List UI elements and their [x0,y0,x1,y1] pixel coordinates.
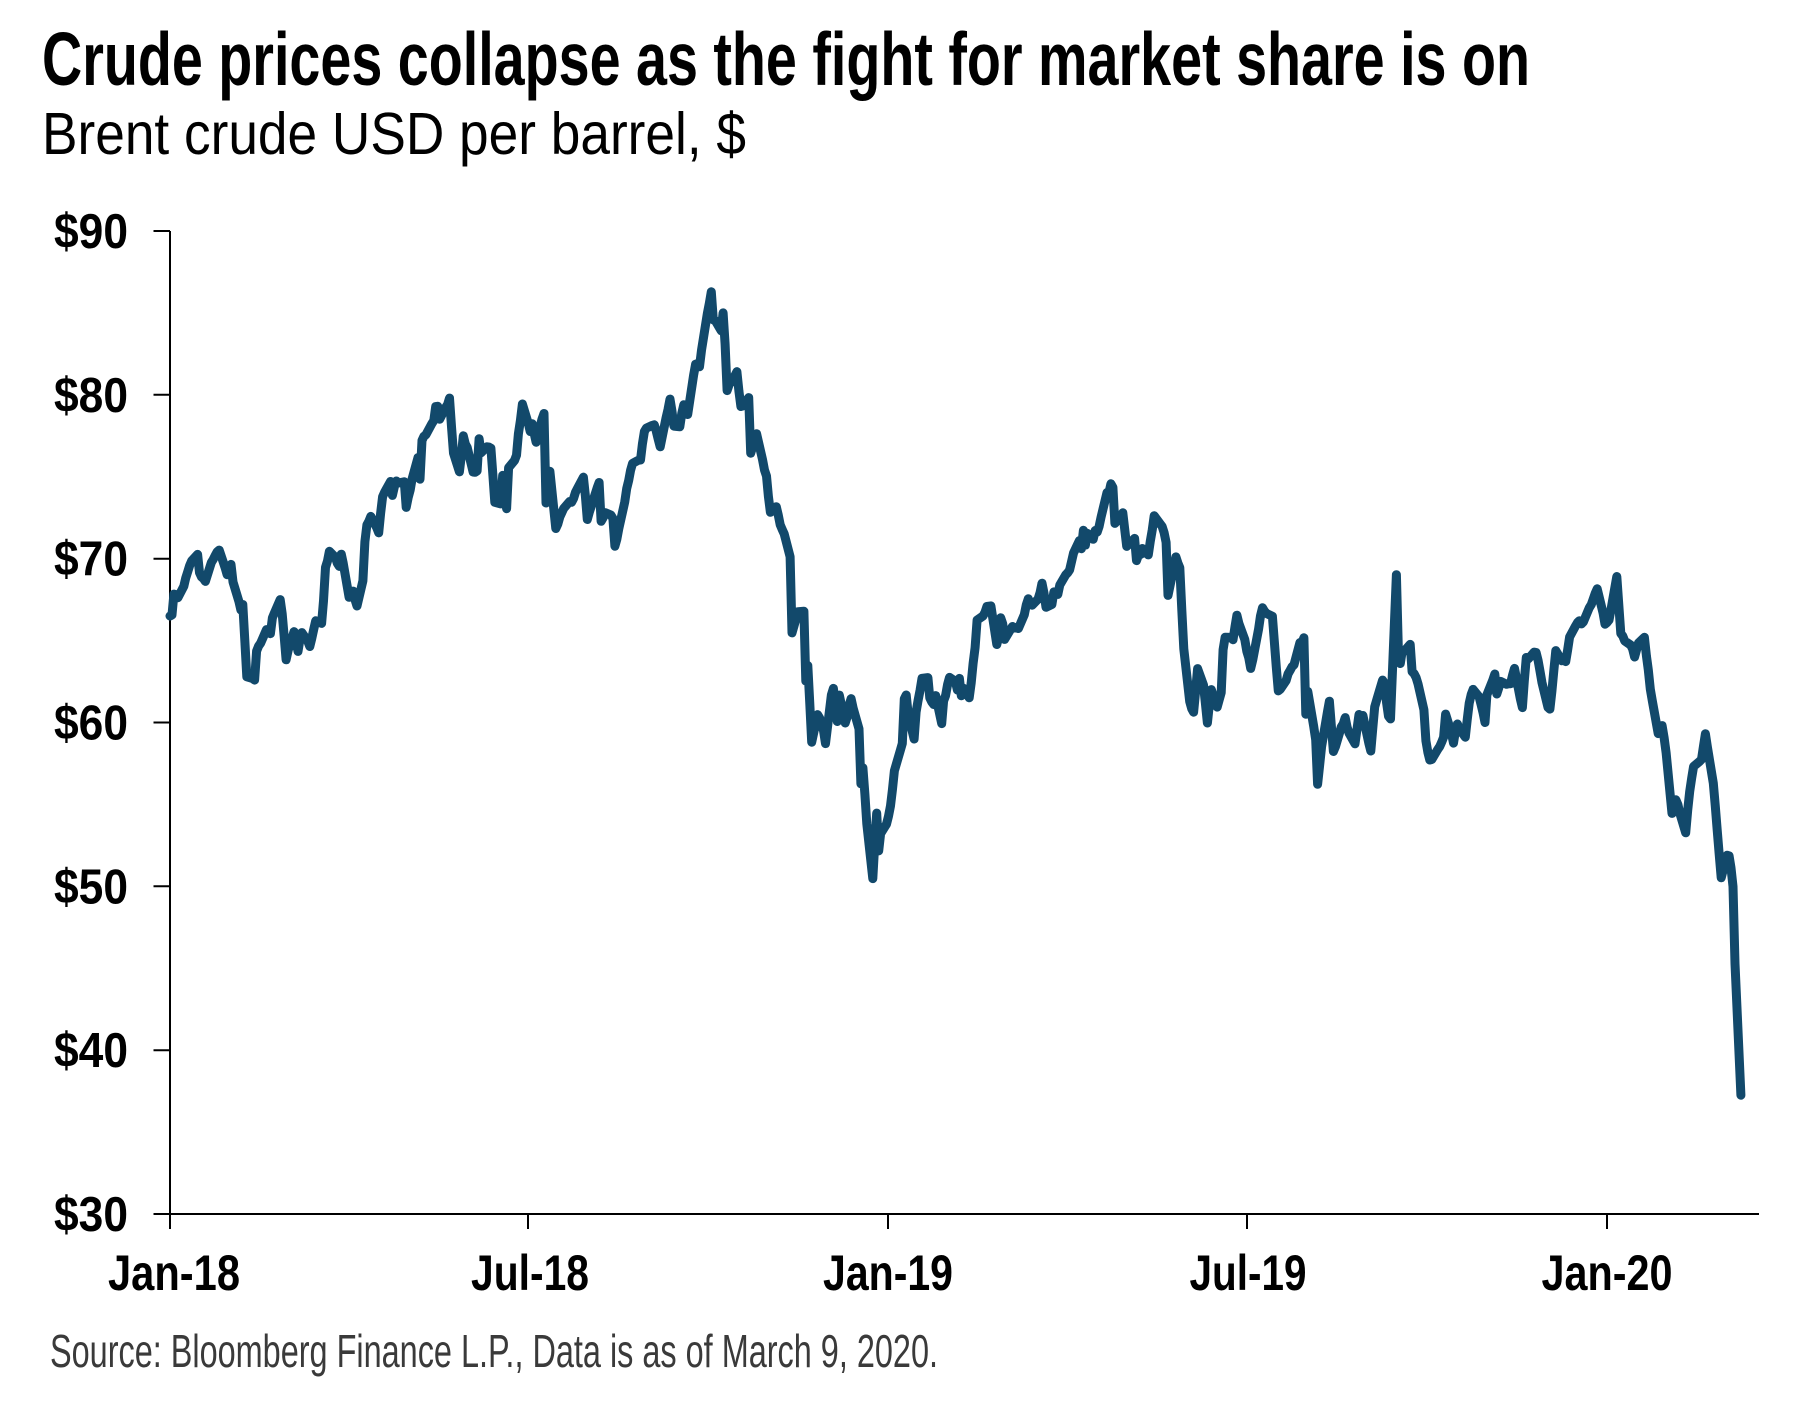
svg-text:$50: $50 [54,860,128,914]
svg-text:Brent crude USD per barrel, $: Brent crude USD per barrel, $ [42,101,746,167]
svg-text:$30: $30 [54,1188,128,1242]
svg-text:Jan-18: Jan-18 [108,1245,240,1301]
svg-text:Jul-19: Jul-19 [1190,1245,1307,1301]
svg-text:$70: $70 [54,533,128,587]
svg-text:Jan-19: Jan-19 [823,1245,953,1301]
svg-text:$80: $80 [54,369,128,423]
svg-text:$40: $40 [54,1024,128,1078]
svg-text:Crude prices collapse as the f: Crude prices collapse as the fight for m… [42,17,1530,101]
svg-text:$90: $90 [54,205,128,259]
svg-text:Jul-18: Jul-18 [471,1245,589,1301]
svg-text:Source: Bloomberg Finance L.P.: Source: Bloomberg Finance L.P., Data is … [50,1325,938,1377]
svg-text:Jan-20: Jan-20 [1542,1245,1673,1301]
svg-text:$60: $60 [54,697,128,751]
